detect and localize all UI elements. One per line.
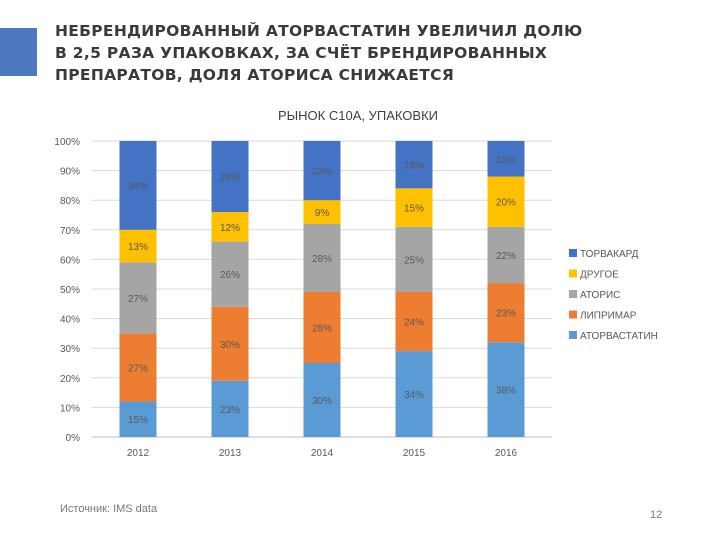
data-label: 13%	[128, 242, 148, 253]
data-label: 28%	[312, 254, 332, 265]
y-tick-label: 40%	[60, 315, 80, 326]
data-label: 34%	[404, 390, 424, 401]
source-note: Источник: IMS data	[60, 503, 158, 515]
y-tick-label: 70%	[60, 226, 80, 237]
data-label: 34%	[128, 181, 148, 192]
data-label: 30%	[312, 396, 332, 407]
data-label: 28%	[220, 173, 240, 184]
legend-label: ЛИПРИМАР	[580, 311, 637, 322]
y-tick-label: 0%	[66, 433, 81, 444]
bar-segment	[395, 351, 433, 437]
y-tick-label: 10%	[60, 403, 80, 414]
x-tick-label: 2014	[311, 448, 334, 459]
legend-swatch	[569, 249, 577, 257]
legend-swatch	[569, 310, 577, 319]
bar-segment	[211, 306, 249, 381]
data-label: 38%	[496, 386, 516, 397]
bar-segment	[487, 226, 525, 284]
bar-segment	[487, 342, 525, 437]
bar-segment	[395, 188, 433, 227]
bar-segment	[303, 223, 341, 292]
y-tick-label: 30%	[60, 344, 80, 355]
data-label: 15%	[404, 204, 424, 215]
x-tick-label: 2012	[127, 448, 150, 459]
data-label: 13%	[496, 155, 516, 166]
bar-segment	[211, 141, 249, 213]
legend-label: ДРУГОЕ	[580, 270, 619, 281]
y-tick-label: 90%	[60, 167, 80, 178]
y-tick-label: 60%	[60, 255, 80, 266]
bar-segment	[211, 212, 249, 242]
legend-label: АТОРВАСТАТИН	[580, 331, 658, 342]
bar-segment	[487, 176, 525, 227]
title-line: ПРЕПАРАТОВ, ДОЛЯ АТОРИСА СНИЖАЕТСЯ	[55, 66, 455, 84]
data-label: 20%	[496, 198, 516, 209]
data-label: 9%	[315, 208, 330, 219]
legend-swatch	[569, 290, 577, 298]
x-tick-label: 2015	[403, 448, 426, 459]
data-label: 18%	[404, 161, 424, 172]
title-line: В 2,5 РАЗА УПАКОВКАХ, ЗА СЧЁТ БРЕНДИРОВА…	[55, 44, 548, 62]
slide-title: НЕБРЕНДИРОВАННЫЙ АТОРВАСТАТИН УВЕЛИЧИЛ Д…	[55, 20, 695, 86]
data-label: 27%	[128, 363, 148, 374]
y-tick-label: 100%	[54, 137, 80, 148]
bar-segment	[303, 200, 341, 224]
legend-swatch	[569, 331, 577, 339]
accent-bar	[0, 28, 37, 76]
bar-segment	[211, 380, 249, 437]
data-label: 12%	[220, 223, 240, 234]
bar-segment	[303, 141, 341, 201]
legend-swatch	[569, 269, 577, 278]
x-tick-label: 2013	[219, 448, 242, 459]
data-label: 28%	[312, 323, 332, 334]
data-label: 23%	[312, 167, 332, 178]
bar-segment	[395, 291, 433, 352]
bar-segment	[119, 333, 157, 402]
y-tick-label: 20%	[60, 374, 80, 385]
y-tick-label: 50%	[60, 285, 80, 296]
data-label: 26%	[220, 270, 240, 281]
legend-label: ТОРВАКАРД	[580, 249, 639, 260]
bar-segment	[119, 229, 157, 263]
chart-title: РЫНОК С10А, УПАКОВКИ	[278, 108, 438, 123]
bar-segment	[303, 363, 341, 437]
bar-segment	[119, 401, 157, 437]
bar-segment	[395, 141, 433, 189]
data-label: 25%	[404, 255, 424, 266]
data-label: 24%	[404, 318, 424, 329]
bar-segment	[487, 283, 525, 343]
bar-segment	[119, 262, 157, 334]
bar-segment	[395, 226, 433, 292]
legend-label: АТОРИС	[580, 290, 620, 301]
title-line: НЕБРЕНДИРОВАННЫЙ АТОРВАСТАТИН УВЕЛИЧИЛ Д…	[55, 22, 583, 40]
bar-segment	[119, 141, 157, 230]
data-label: 15%	[128, 415, 148, 426]
bar-segment	[303, 291, 341, 363]
data-label: 23%	[220, 405, 240, 416]
y-tick-label: 80%	[60, 196, 80, 207]
data-label: 27%	[128, 294, 148, 305]
x-tick-label: 2016	[495, 448, 518, 459]
bar-segment	[211, 241, 249, 307]
data-label: 22%	[496, 251, 516, 262]
page-number: 12	[650, 509, 663, 521]
bar-segment	[487, 141, 525, 177]
data-label: 23%	[496, 309, 516, 320]
data-label: 30%	[220, 340, 240, 351]
